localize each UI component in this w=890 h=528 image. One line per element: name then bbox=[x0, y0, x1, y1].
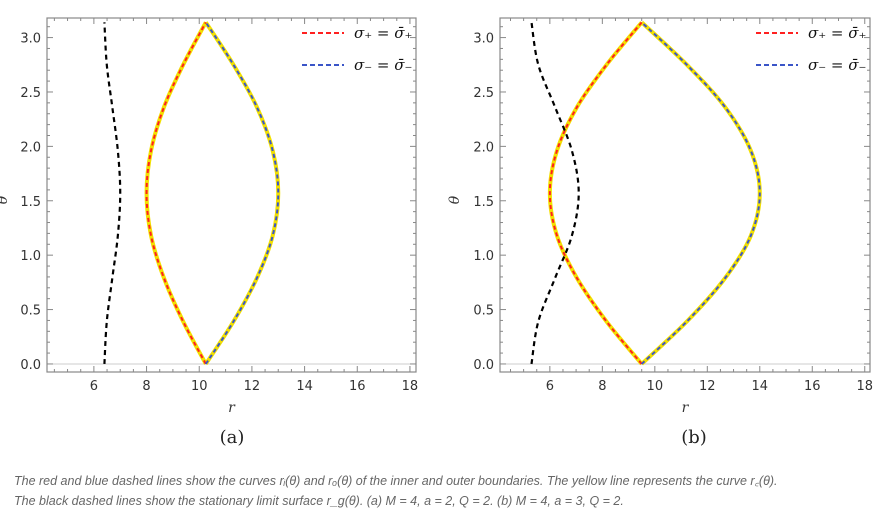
panel-label: (b) bbox=[681, 427, 707, 448]
x-tick-label: 18 bbox=[402, 379, 419, 394]
blue-dashed-outer-boundary bbox=[641, 21, 761, 365]
x-tick-label: 10 bbox=[647, 379, 664, 394]
yellow-curve-rc-inner bbox=[547, 21, 644, 366]
x-tick-label: 14 bbox=[296, 379, 313, 394]
y-tick-label: 1.0 bbox=[473, 249, 494, 264]
yellow-curve-rc-outer bbox=[640, 20, 762, 366]
x-tick-label: 16 bbox=[349, 379, 366, 394]
y-tick-label: 2.0 bbox=[473, 140, 494, 155]
chart-svg: 6 8 10 12 14 16 18 0.0 0.5 1.0 1.5 2.0 2.5 3.0 r θ (a) σ₊… bbox=[0, 17, 873, 448]
x-axis-label: r bbox=[682, 400, 690, 416]
y-tick-label: 0.0 bbox=[473, 358, 494, 373]
caption-line-1: The red and blue dashed lines show the c… bbox=[14, 474, 778, 488]
y-tick-label: 2.5 bbox=[473, 86, 494, 101]
y-tick-label: 1.5 bbox=[20, 195, 41, 210]
legend-label: σ₋ = σ̄₋ bbox=[808, 56, 866, 74]
x-tick-label: 12 bbox=[244, 379, 261, 394]
x-tick-label: 8 bbox=[598, 379, 606, 394]
panel-b: 6 8 10 12 14 16 18 0.0 0.5 1.0 1.5 2.0 2.5 3.0 r θ (b) σ₊… bbox=[447, 17, 873, 448]
black-dashed-stationary-limit bbox=[530, 22, 580, 365]
plot-frame bbox=[46, 17, 417, 373]
y-tick-label: 2.5 bbox=[20, 86, 41, 101]
y-tick-label: 0.5 bbox=[20, 304, 41, 319]
y-tick-label: 3.0 bbox=[20, 32, 41, 47]
yellow-curve-rc-inner bbox=[144, 21, 208, 365]
panel-a: 6 8 10 12 14 16 18 0.0 0.5 1.0 1.5 2.0 2.5 3.0 r θ (a) σ₊… bbox=[0, 17, 419, 448]
x-tick-label: 18 bbox=[856, 379, 873, 394]
yellow-curve-rc-outer bbox=[204, 21, 281, 366]
x-axis-label: r bbox=[228, 400, 236, 416]
y-axis-label: θ bbox=[447, 195, 463, 204]
x-tick-label: 10 bbox=[191, 379, 208, 394]
blue-dashed-outer-boundary bbox=[204, 21, 280, 365]
x-tick-label: 6 bbox=[546, 379, 554, 394]
y-tick-label: 1.5 bbox=[473, 195, 494, 210]
red-dashed-inner-boundary bbox=[145, 21, 207, 365]
figure-caption: The red and blue dashed lines show the c… bbox=[14, 471, 884, 511]
black-dashed-stationary-limit bbox=[103, 22, 122, 365]
legend-label: σ₋ = σ̄₋ bbox=[354, 56, 412, 74]
y-axis-label: θ bbox=[0, 195, 11, 204]
x-tick-label: 6 bbox=[90, 379, 98, 394]
x-tick-label: 14 bbox=[752, 379, 769, 394]
caption-line-2: The black dashed lines show the stationa… bbox=[14, 494, 624, 508]
x-tick-label: 16 bbox=[804, 379, 821, 394]
plot-frame bbox=[499, 17, 871, 373]
y-tick-label: 3.0 bbox=[473, 32, 494, 47]
y-tick-label: 1.0 bbox=[20, 249, 41, 264]
panel-label: (a) bbox=[220, 427, 245, 448]
legend-label: σ₊ = σ̄₊ bbox=[808, 24, 866, 42]
y-tick-label: 0.0 bbox=[20, 358, 41, 373]
red-dashed-inner-boundary bbox=[548, 21, 643, 365]
x-tick-label: 8 bbox=[142, 379, 150, 394]
y-tick-label: 2.0 bbox=[20, 140, 41, 155]
legend-label: σ₊ = σ̄₊ bbox=[354, 24, 412, 42]
x-tick-label: 12 bbox=[699, 379, 716, 394]
y-tick-label: 0.5 bbox=[473, 304, 494, 319]
